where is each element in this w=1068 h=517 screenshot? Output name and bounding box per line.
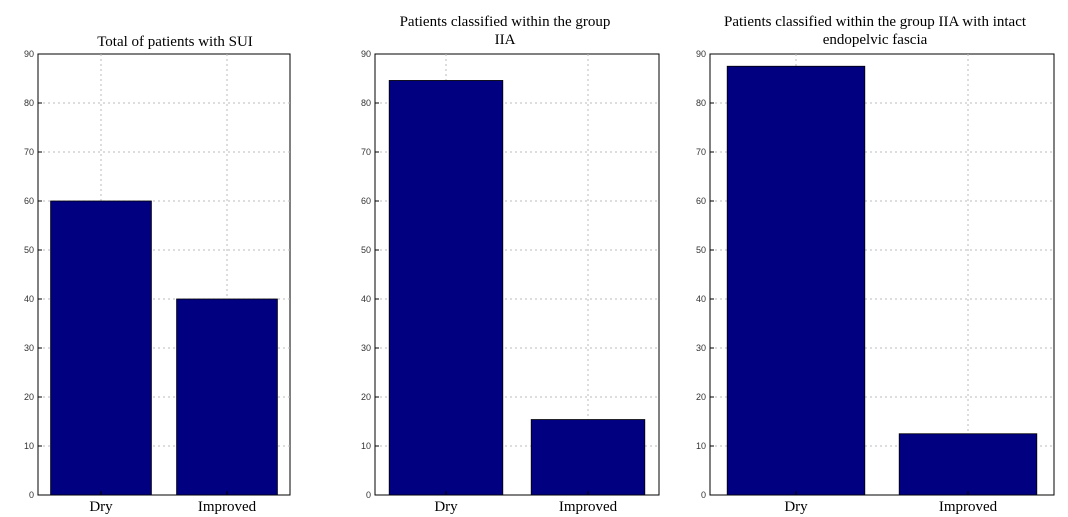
y-tick-label: 40: [361, 294, 371, 304]
x-tick-label: Improved: [198, 499, 257, 515]
bar-dry: [50, 200, 152, 496]
x-tick-label: Dry: [434, 499, 458, 515]
y-tick-label: 20: [361, 392, 371, 402]
y-tick-label: 40: [696, 294, 706, 304]
y-tick-label: 70: [361, 147, 371, 157]
y-tick-label: 30: [696, 343, 706, 353]
chart-panel-group-iia-intact-fascia: Patients classified within the group IIA…: [680, 0, 1068, 517]
bar-dry: [726, 65, 866, 496]
chart-title: Patients classified within the group IIA…: [723, 14, 1027, 48]
y-tick-label: 70: [696, 147, 706, 157]
y-tick-label: 90: [24, 49, 34, 59]
y-tick-label: 0: [366, 490, 371, 500]
x-tick-label: Improved: [939, 499, 998, 515]
y-tick-label: 60: [361, 196, 371, 206]
y-tick-label: 80: [361, 98, 371, 108]
y-tick-label: 0: [29, 490, 34, 500]
y-tick-label: 50: [24, 245, 34, 255]
y-tick-label: 50: [361, 245, 371, 255]
bar-improved: [898, 433, 1038, 496]
chart-title: Total of patients with SUI: [97, 34, 253, 50]
y-tick-label: 80: [24, 98, 34, 108]
y-tick-label: 20: [696, 392, 706, 402]
y-tick-label: 60: [696, 196, 706, 206]
y-tick-label: 30: [361, 343, 371, 353]
y-tick-label: 40: [24, 294, 34, 304]
y-tick-label: 20: [24, 392, 34, 402]
y-tick-label: 10: [361, 441, 371, 451]
bar-chart: 0 10 20 30 40 50 60 70 80 90 Dry Improved: [696, 49, 1055, 515]
bar-chart: 0 10 20 30 40 50 60 70 80 90 Dry Improved: [24, 49, 291, 515]
y-tick-label: 80: [696, 98, 706, 108]
chart-panel-total: Total of patients with SUI 0 10 20 30 40 50 60…: [0, 0, 300, 517]
x-tick-label: Improved: [559, 499, 618, 515]
x-tick-label: Dry: [784, 499, 808, 515]
y-tick-label: 60: [24, 196, 34, 206]
bar-improved: [530, 419, 646, 496]
y-tick-label: 50: [696, 245, 706, 255]
y-tick-label: 0: [701, 490, 706, 500]
y-tick-label: 70: [24, 147, 34, 157]
y-tick-label: 90: [696, 49, 706, 59]
y-tick-label: 90: [361, 49, 371, 59]
chart-title: Patients classified within the group IIA: [399, 14, 611, 48]
y-tick-label: 10: [24, 441, 34, 451]
bar-dry: [388, 80, 504, 496]
y-tick-label: 30: [24, 343, 34, 353]
x-tick-label: Dry: [89, 499, 113, 515]
y-tick-label: 10: [696, 441, 706, 451]
bar-chart: 0 10 20 30 40 50 60 70 80 90 Dry Improved: [361, 49, 660, 515]
bar-improved: [176, 298, 278, 496]
chart-panel-group-iia: Patients classified within the group IIA…: [340, 0, 670, 517]
